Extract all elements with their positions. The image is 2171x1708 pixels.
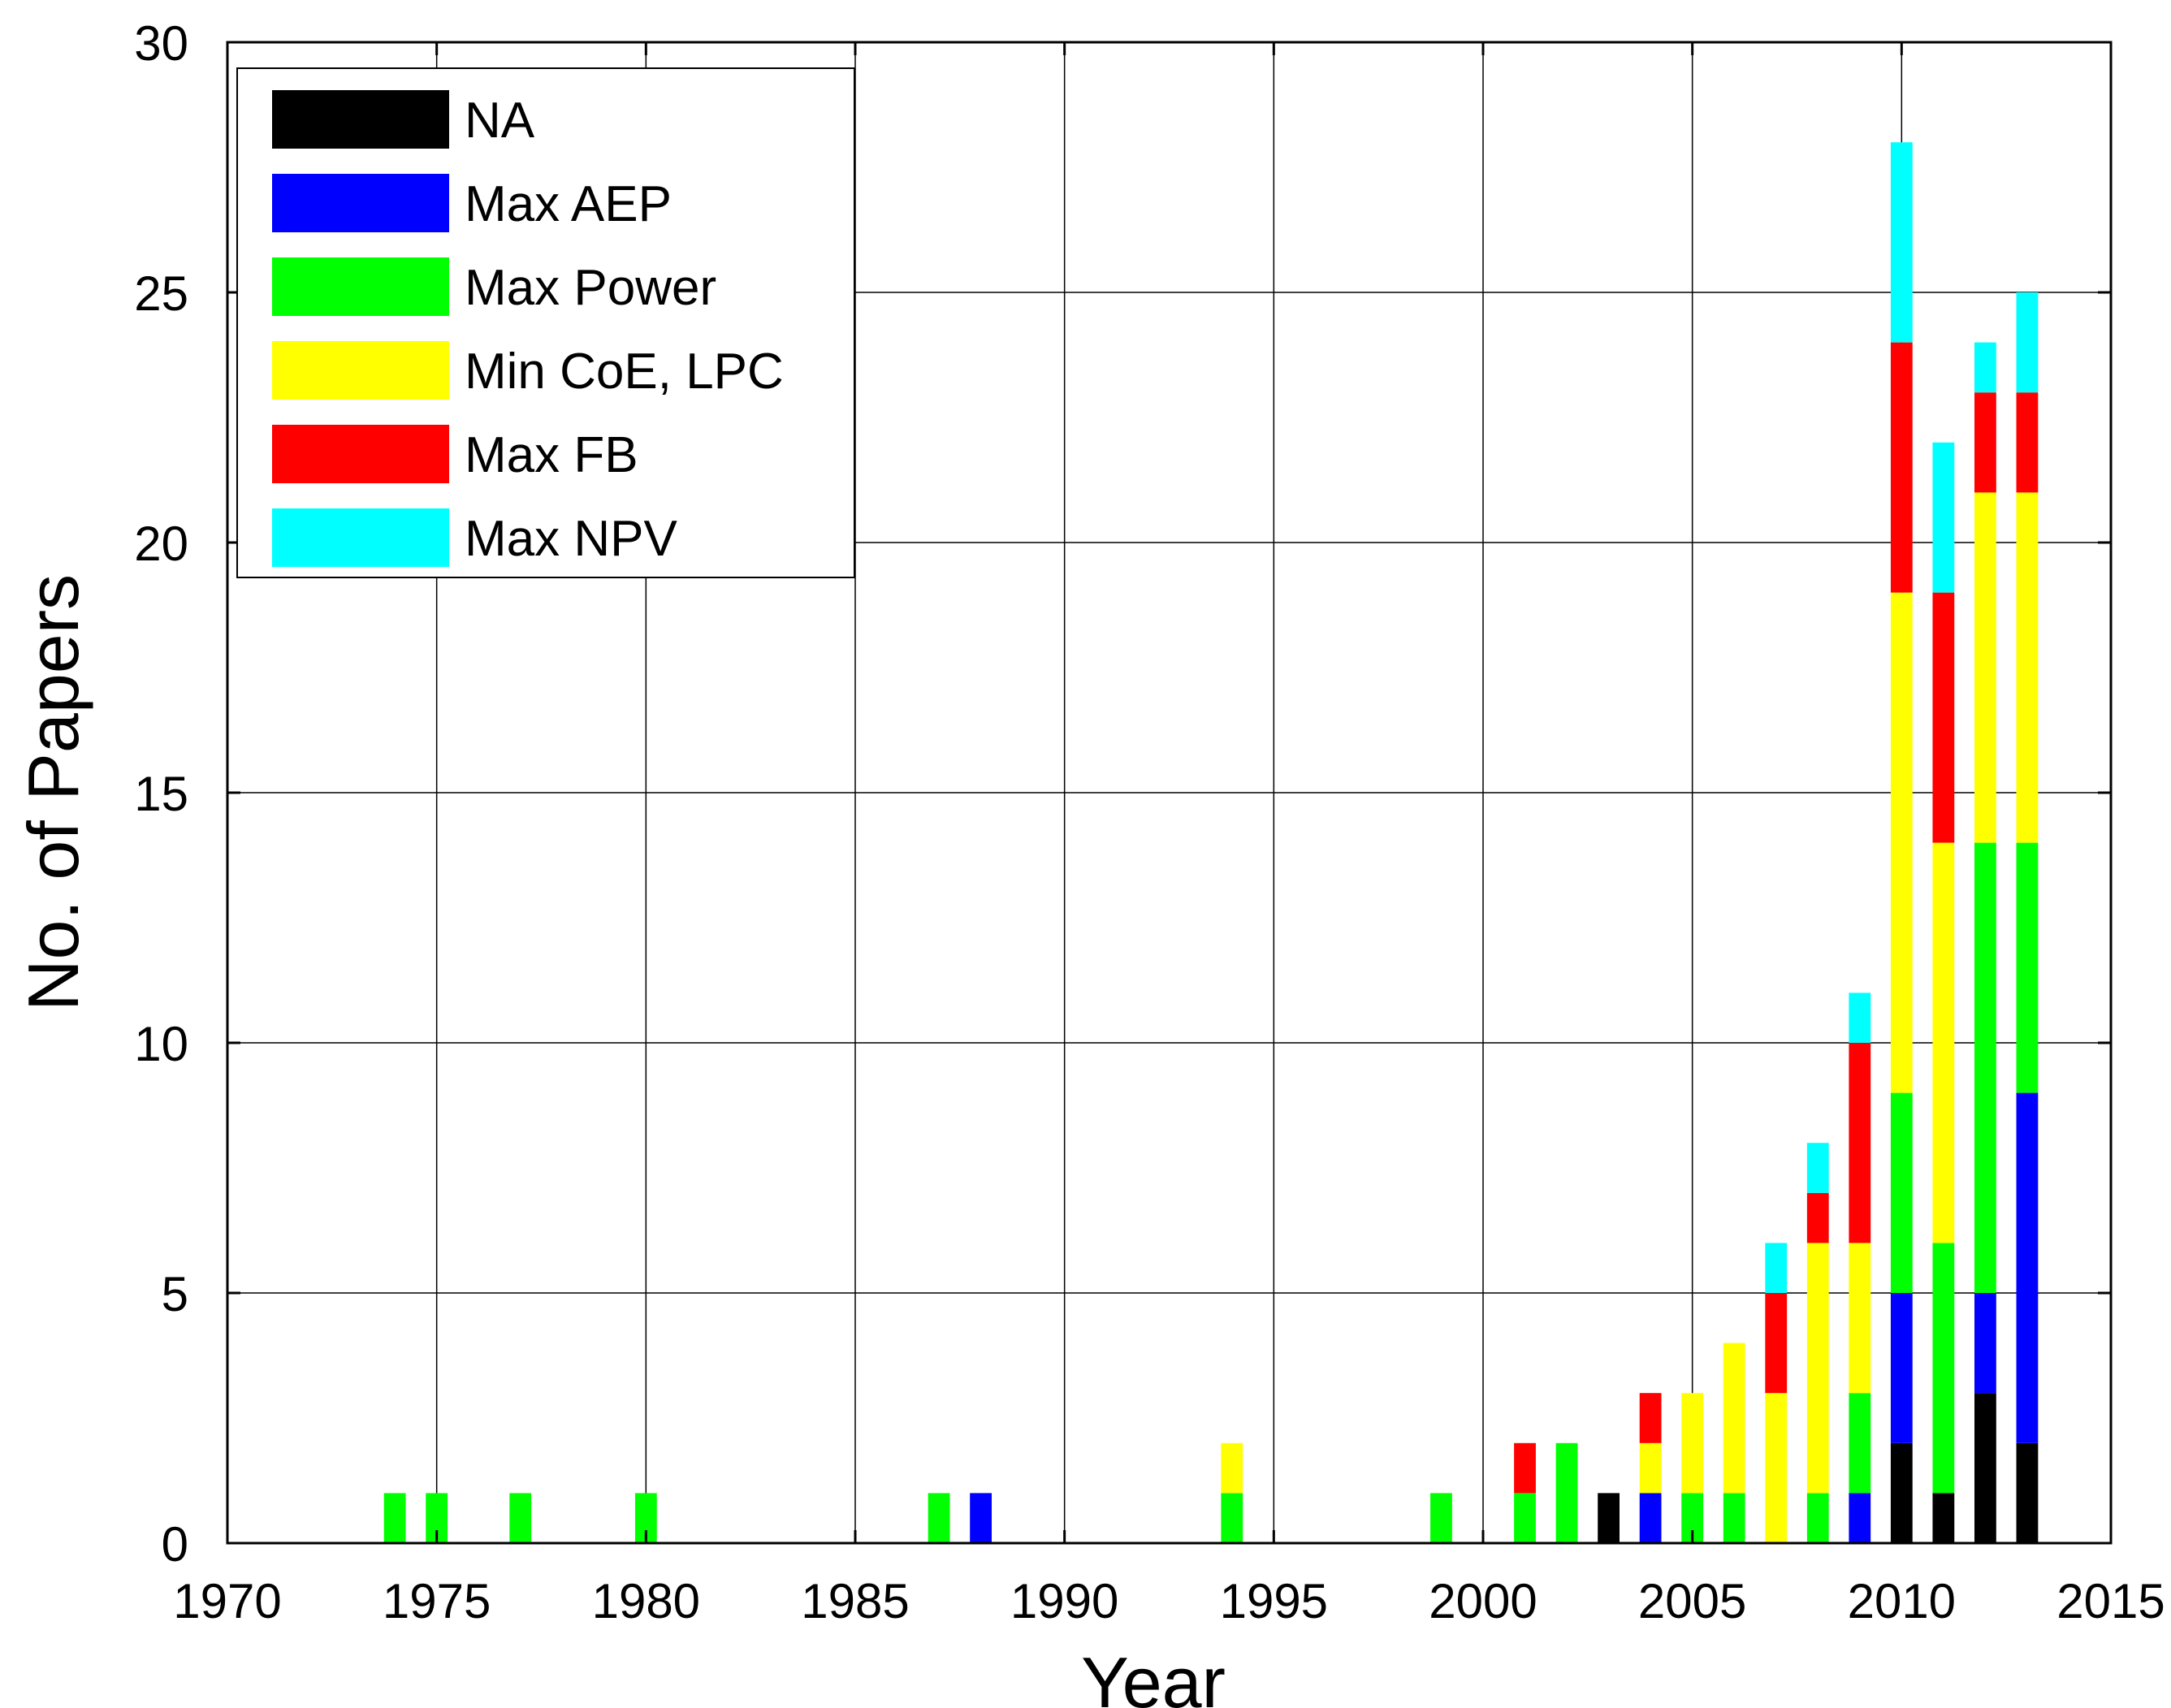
legend-label: Max FB (465, 427, 638, 483)
bar-segment (383, 1493, 406, 1543)
legend-label: Max AEP (465, 176, 672, 232)
x-tick-label: 2000 (1429, 1574, 1537, 1628)
legend-swatch (272, 174, 449, 232)
bar-segment (1890, 1293, 1913, 1443)
bar-segment (1932, 1493, 1955, 1543)
y-tick-label: 20 (134, 517, 188, 571)
legend: NA Max AEP Max Power Min CoE, LPC Max FB Max … (236, 67, 855, 578)
x-tick-label: 2010 (1848, 1574, 1956, 1628)
bar-segment (1932, 442, 1955, 593)
bars (383, 142, 2039, 1543)
bar-segment (1765, 1393, 1788, 1543)
bar-segment (1932, 592, 1955, 843)
bar-segment (1555, 1442, 1578, 1543)
bar-segment (2016, 1442, 2039, 1543)
bar-segment (1514, 1442, 1536, 1494)
bar-segment (1806, 1192, 1829, 1243)
x-tick-label: 1975 (383, 1574, 491, 1628)
bar-segment (1430, 1493, 1452, 1543)
bar-segment (1932, 1243, 1955, 1494)
bar-segment (1221, 1442, 1243, 1494)
legend-items: NA Max AEP Max Power Min CoE, LPC Max FB Max … (272, 90, 784, 567)
bar-segment (509, 1493, 532, 1543)
legend-swatch (272, 90, 449, 149)
y-axis-title: No. of Papers (13, 574, 93, 1011)
bar-segment (1723, 1493, 1745, 1543)
bar-segment (1974, 842, 1996, 1293)
x-tick-label: 1970 (173, 1574, 281, 1628)
bar-segment (1974, 492, 1996, 843)
y-tick-label: 5 (162, 1267, 188, 1321)
legend-label: Max NPV (465, 511, 677, 567)
y-tick-label: 15 (134, 767, 188, 821)
bar-segment (1974, 1393, 1996, 1543)
legend-swatch (272, 257, 449, 316)
bar-segment (1806, 1493, 1829, 1543)
bar-segment (1849, 992, 1871, 1043)
bar-segment (1723, 1343, 1745, 1494)
y-tick-label: 10 (134, 1017, 188, 1071)
bar-segment (2016, 492, 2039, 843)
bar-segment (1598, 1493, 1620, 1543)
x-tick-label: 2015 (2056, 1574, 2165, 1628)
bar-segment (1849, 1493, 1871, 1543)
bar-segment (1806, 1243, 1829, 1494)
x-tick-label: 1980 (592, 1574, 700, 1628)
bar-segment (1890, 1442, 1913, 1543)
bar-segment (1849, 1043, 1871, 1243)
x-tick-label: 1990 (1010, 1574, 1118, 1628)
bar-segment (1890, 342, 1913, 593)
legend-box (236, 67, 855, 578)
x-tick-label: 1995 (1220, 1574, 1328, 1628)
bar-segment (928, 1493, 950, 1543)
legend-swatch (272, 341, 449, 400)
bar-segment (2016, 842, 2039, 1093)
bar-segment (1849, 1393, 1871, 1494)
bar-segment (1639, 1442, 1662, 1494)
bar-segment (1849, 1243, 1871, 1394)
bar-segment (1765, 1243, 1788, 1293)
bar-segment (2016, 392, 2039, 493)
x-tick-label: 1985 (801, 1574, 909, 1628)
y-tick-label: 30 (134, 16, 188, 71)
bar-segment (1974, 392, 1996, 493)
bar-segment (1806, 1143, 1829, 1193)
legend-swatch (272, 508, 449, 567)
y-tick-label: 25 (134, 266, 188, 321)
x-axis-title: Year (1081, 1642, 1226, 1708)
bar-segment (1890, 1092, 1913, 1293)
bar-segment (970, 1493, 992, 1543)
bar-segment (1639, 1393, 1662, 1443)
bar-segment (2016, 292, 2039, 393)
bar-segment (1221, 1493, 1243, 1543)
bar-segment (1890, 142, 1913, 343)
bar-segment (1974, 342, 1996, 393)
bar-segment (1932, 842, 1955, 1243)
x-tick-label: 2005 (1638, 1574, 1746, 1628)
bar-segment (1765, 1293, 1788, 1394)
bar-segment (1639, 1493, 1662, 1543)
legend-label: Max Power (465, 260, 716, 316)
bar-segment (1514, 1493, 1536, 1543)
bar-segment (1890, 592, 1913, 1093)
y-tick-label: 0 (162, 1517, 188, 1572)
legend-label: NA (465, 93, 535, 149)
bar-segment (1974, 1293, 1996, 1394)
legend-label: Min CoE, LPC (465, 344, 784, 400)
bar-segment (1681, 1393, 1704, 1494)
bar-segment (2016, 1092, 2039, 1443)
legend-swatch (272, 425, 449, 483)
